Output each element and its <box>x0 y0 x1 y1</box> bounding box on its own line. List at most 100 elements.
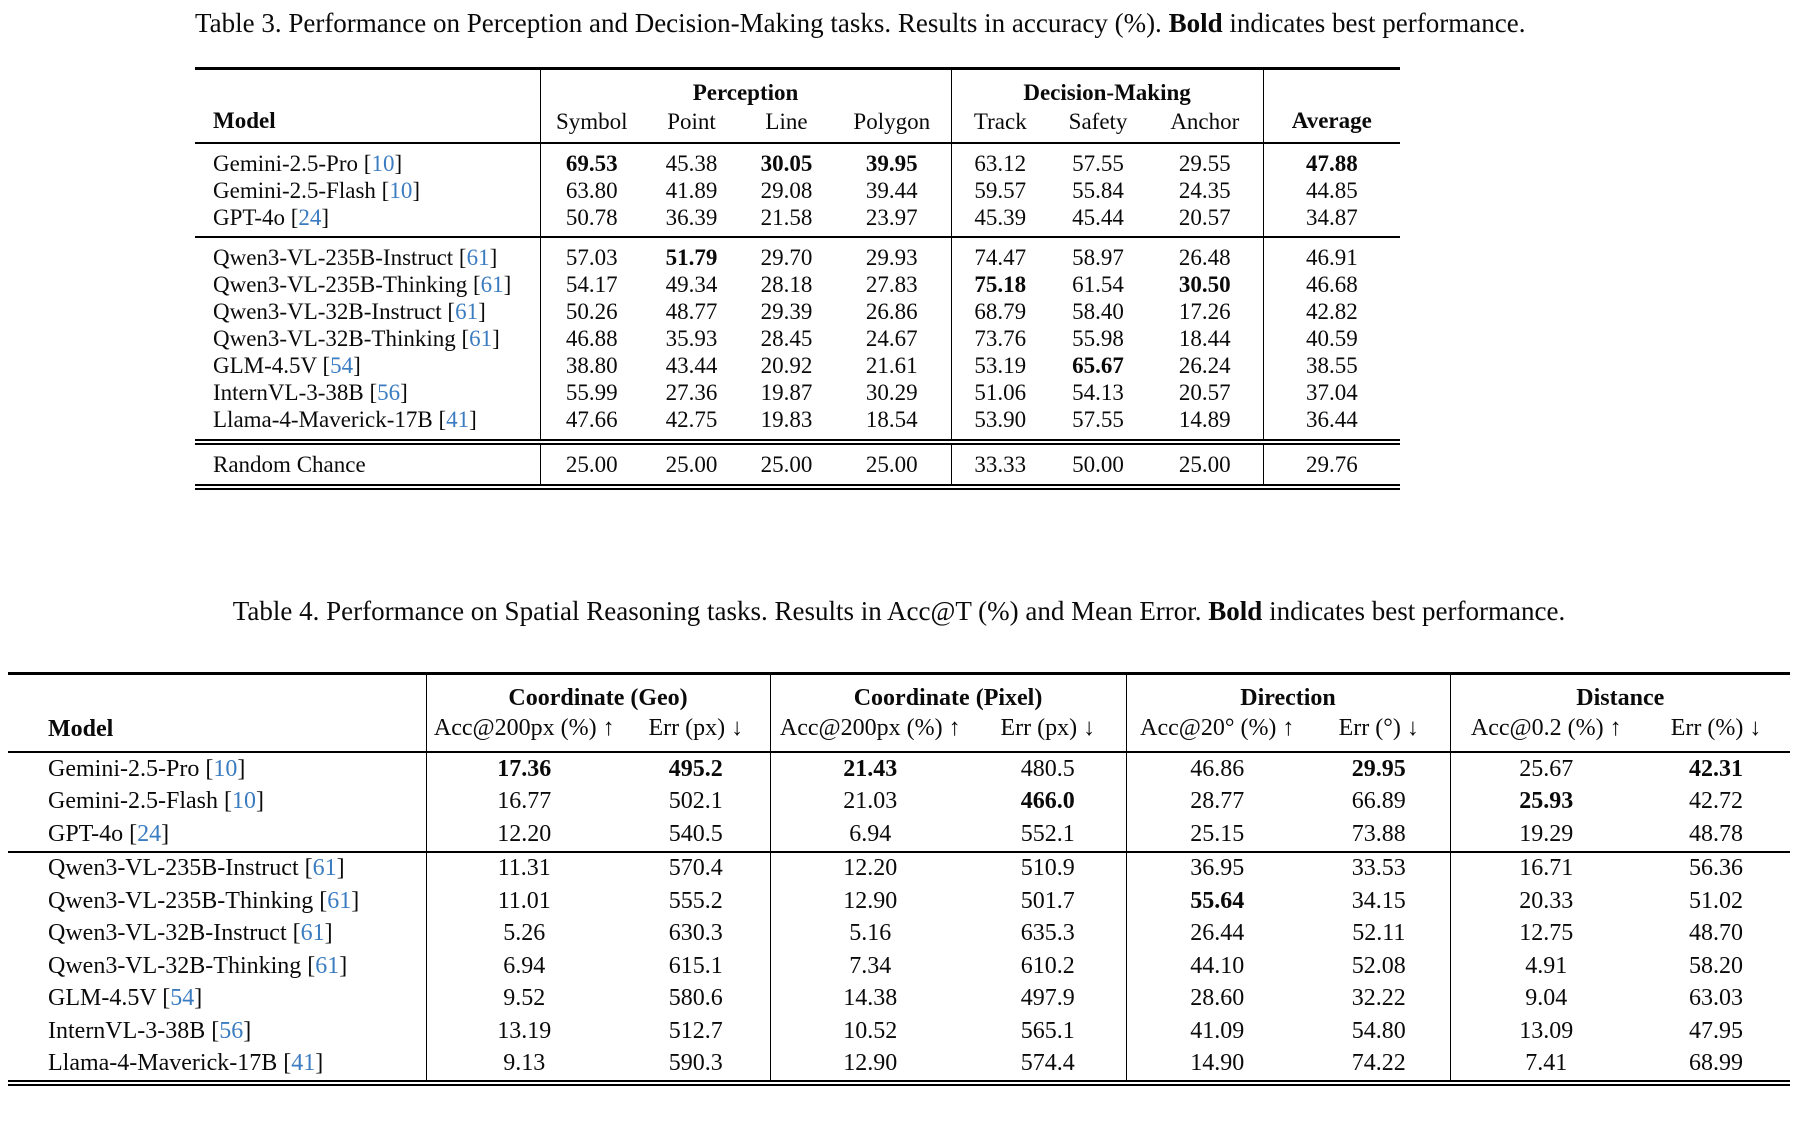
value-cell: 50.78 <box>539 204 643 237</box>
value-cell: 29.08 <box>760 178 813 203</box>
value-cell: 497.9 <box>1020 985 1075 1012</box>
citation-link[interactable]: 61 <box>466 245 490 270</box>
citation-link[interactable]: 61 <box>469 326 493 351</box>
model-cell: Qwen3-VL-32B-Thinking [61] <box>213 326 500 351</box>
value-cell: 20.92 <box>760 353 813 378</box>
citation-link[interactable]: 54 <box>330 353 354 378</box>
value-cell: 42.31 <box>1689 755 1744 782</box>
model-group: Qwen3-VL-235B-Instruct [61] 57.03 51.79 29.… <box>195 237 1401 442</box>
model-group: Gemini-2.5-Pro [10] 69.53 45.38 30.05 39.95 6… <box>195 143 1401 237</box>
model-cell: Gemini-2.5-Flash [10] <box>48 788 264 815</box>
value-cell: 35.93 <box>665 326 718 351</box>
value-cell: 54.13 <box>1072 380 1124 405</box>
value-cell: 48.70 <box>1689 920 1744 947</box>
value-cell: 12.90 <box>769 885 971 918</box>
table-header: Model Coordinate (Geo) Coordinate (Pixel) D… <box>8 673 1791 752</box>
model-cell: Qwen3-VL-32B-Instruct [61] <box>213 299 486 324</box>
value-cell: 21.61 <box>865 353 918 378</box>
value-cell: 42.72 <box>1689 788 1744 815</box>
paper-page: Table 3. Performance on Perception and D… <box>0 6 1800 1086</box>
value-cell: 45.39 <box>950 204 1050 237</box>
table-row: InternVL-3-38B [56] 13.19 512.7 10.52 565.1 4… <box>8 1015 1790 1048</box>
value-cell: 47.88 <box>1262 143 1401 177</box>
perception-decision-table: Model Perception Decision-Making Average Sym… <box>195 67 1401 490</box>
value-cell: 61.54 <box>1072 272 1124 297</box>
table4-caption-suffix: indicates best performance. <box>1262 596 1566 626</box>
value-cell: 59.57 <box>950 177 1050 204</box>
table-row: Random Chance 25.00 25.00 25.00 25.00 33.33 50… <box>195 442 1401 487</box>
table3-caption-suffix: indicates best performance. <box>1222 8 1526 38</box>
citation-link[interactable]: 24 <box>137 820 162 847</box>
citation-link[interactable]: 61 <box>315 952 340 979</box>
column-group-header: Distance <box>1449 673 1791 713</box>
value-cell: 19.29 <box>1449 818 1643 852</box>
table-row: Qwen3-VL-32B-Instruct [61] 50.26 48.77 29.3… <box>195 298 1401 325</box>
citation-link[interactable]: 24 <box>298 205 322 230</box>
table-row: GLM-4.5V [54] 9.52 580.6 14.38 497.9 28.60 32.… <box>8 982 1790 1015</box>
value-cell: 51.79 <box>665 245 718 270</box>
value-cell: 13.09 <box>1449 1015 1643 1048</box>
value-cell: 25.00 <box>865 452 918 477</box>
value-cell: 12.75 <box>1449 917 1643 950</box>
citation-link[interactable]: 61 <box>300 920 325 947</box>
model-cell: GLM-4.5V [54] <box>48 985 203 1012</box>
value-cell: 29.55 <box>1178 151 1231 176</box>
value-cell: 20.33 <box>1449 885 1643 918</box>
value-cell: 635.3 <box>1020 920 1075 947</box>
value-cell: 25.00 <box>539 442 643 487</box>
value-cell: 32.22 <box>1351 985 1406 1012</box>
citation-link[interactable]: 61 <box>480 272 504 297</box>
citation-link[interactable]: 10 <box>389 178 413 203</box>
citation-link[interactable]: 54 <box>170 985 195 1012</box>
citation-link[interactable]: 61 <box>312 855 337 882</box>
value-cell: 11.31 <box>425 851 622 885</box>
value-cell: 36.44 <box>1262 406 1401 442</box>
value-cell: 55.64 <box>1125 885 1309 918</box>
table-row: Gemini-2.5-Flash [10] 63.80 41.89 29.08 39.4… <box>195 177 1401 204</box>
value-cell: 66.89 <box>1351 788 1406 815</box>
model-cell: GLM-4.5V [54] <box>213 353 361 378</box>
value-cell: 466.0 <box>1020 788 1075 815</box>
value-cell: 25.15 <box>1125 818 1309 852</box>
column-group-header: Coordinate (Pixel) <box>769 673 1127 713</box>
value-cell: 29.39 <box>760 299 813 324</box>
value-cell: 7.41 <box>1449 1047 1643 1083</box>
citation-link[interactable]: 61 <box>455 299 479 324</box>
value-cell: 38.55 <box>1262 352 1401 379</box>
value-cell: 9.52 <box>425 982 622 1015</box>
citation-link[interactable]: 41 <box>291 1050 316 1077</box>
citation-link[interactable]: 56 <box>219 1017 244 1044</box>
citation-link[interactable]: 10 <box>213 755 238 782</box>
citation-link[interactable]: 10 <box>231 788 256 815</box>
value-cell: 25.00 <box>1178 452 1231 477</box>
table3-section: Table 3. Performance on Perception and D… <box>195 6 1525 490</box>
value-cell: 42.75 <box>665 407 718 432</box>
model-cell: Qwen3-VL-235B-Instruct [61] <box>213 245 498 270</box>
value-cell: 28.77 <box>1125 785 1309 818</box>
sub-column-header: Acc@0.2 (%) ↑ <box>1449 713 1643 752</box>
value-cell: 20.57 <box>1178 380 1231 405</box>
citation-link[interactable]: 56 <box>377 380 401 405</box>
table3-caption: Table 3. Performance on Perception and D… <box>195 6 1525 40</box>
value-cell: 55.98 <box>1072 326 1124 351</box>
sub-column-header: Track <box>950 108 1050 143</box>
table-row: Qwen3-VL-32B-Instruct [61] 5.26 630.3 5.16 6… <box>8 917 1790 950</box>
value-cell: 68.79 <box>950 298 1050 325</box>
value-cell: 42.82 <box>1262 298 1401 325</box>
value-cell: 46.86 <box>1125 752 1309 786</box>
value-cell: 17.26 <box>1178 299 1231 324</box>
value-cell: 29.70 <box>760 245 813 270</box>
value-cell: 63.12 <box>950 143 1050 177</box>
citation-link[interactable]: 10 <box>371 151 395 176</box>
value-cell: 5.16 <box>769 917 971 950</box>
model-cell: Qwen3-VL-235B-Instruct [61] <box>48 855 345 882</box>
citation-link[interactable]: 61 <box>327 887 352 914</box>
value-cell: 45.38 <box>665 151 718 176</box>
value-cell: 12.20 <box>425 818 622 852</box>
citation-link[interactable]: 41 <box>446 407 470 432</box>
sub-column-header: Err (°) ↓ <box>1338 715 1419 741</box>
value-cell: 580.6 <box>668 985 723 1012</box>
model-cell: Llama-4-Maverick-17B [41] <box>48 1050 324 1077</box>
value-cell: 58.97 <box>1072 245 1124 270</box>
value-cell: 41.09 <box>1125 1015 1309 1048</box>
